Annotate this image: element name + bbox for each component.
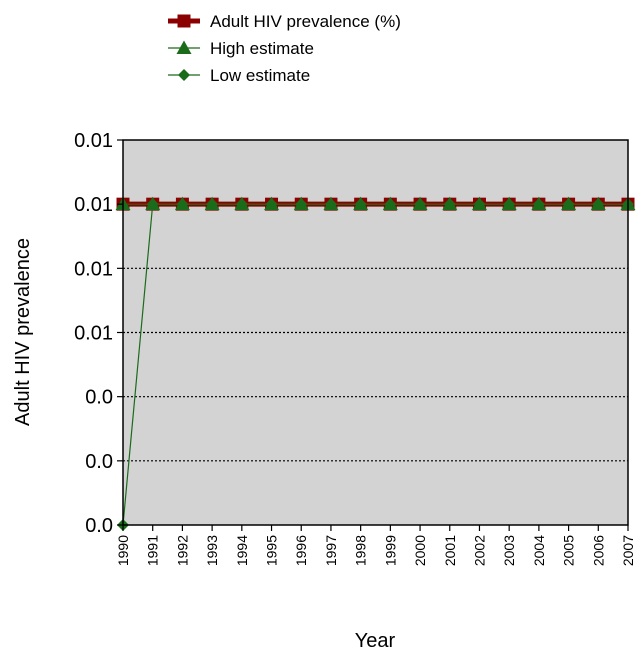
x-tick-label: 2006 [590, 535, 606, 566]
diamond-marker [414, 198, 427, 211]
x-axis: 1990 1991 1992 1993 1994 1995 1996 1997 1998 1999… [115, 525, 636, 566]
x-tick-label: 2007 [620, 535, 636, 566]
x-tick-label: 1999 [382, 535, 398, 566]
square-marker [177, 14, 191, 28]
x-axis-label: Year [355, 630, 396, 650]
diamond-marker [473, 198, 486, 211]
diamond-marker [443, 198, 456, 211]
y-axis-label: Adult HIV prevalence [12, 238, 34, 426]
x-tick-label: 1990 [115, 535, 131, 566]
triangle-marker [176, 40, 192, 54]
legend-label: Low estimate [210, 66, 310, 85]
diamond-marker [178, 69, 190, 81]
diamond-marker [265, 198, 278, 211]
y-tick-label: 0.01 [74, 130, 113, 152]
y-tick-label: 0.01 [74, 194, 113, 216]
x-tick-label: 1998 [353, 535, 369, 566]
diamond-marker [592, 198, 605, 211]
y-tick-label: 0.01 [74, 323, 113, 345]
x-tick-label: 2004 [531, 535, 547, 566]
x-tick-label: 1992 [174, 535, 190, 566]
diamond-marker [532, 198, 545, 211]
x-tick-label: 1995 [264, 535, 280, 566]
x-tick-label: 2005 [561, 535, 577, 566]
legend-item: Low estimate [168, 66, 310, 85]
diamond-marker [146, 198, 159, 211]
x-tick-label: 2002 [471, 535, 487, 566]
legend: Adult HIV prevalence (%) High estimate Low… [168, 12, 401, 85]
y-tick-label: 0.0 [85, 387, 113, 409]
x-tick-label: 2001 [442, 535, 458, 566]
legend-label: Adult HIV prevalence (%) [210, 12, 401, 31]
y-axis: 0.0 0.0 0.0 0.01 0.01 0.01 0.01 [74, 130, 123, 537]
y-tick-label: 0.01 [74, 258, 113, 280]
y-tick-label: 0.0 [85, 451, 113, 473]
x-tick-label: 1996 [293, 535, 309, 566]
x-tick-label: 2003 [501, 535, 517, 566]
legend-item: High estimate [168, 39, 314, 58]
legend-label: High estimate [210, 39, 314, 58]
diamond-marker [235, 198, 248, 211]
x-tick-label: 1997 [323, 535, 339, 566]
diamond-marker [354, 198, 367, 211]
x-tick-label: 2000 [412, 535, 428, 566]
diamond-marker [324, 198, 337, 211]
x-tick-label: 1991 [145, 535, 161, 566]
diamond-marker [503, 198, 516, 211]
diamond-marker [562, 198, 575, 211]
series-low-estimate [117, 198, 634, 531]
y-tick-label: 0.0 [85, 515, 113, 537]
diamond-marker [206, 198, 219, 211]
diamond-marker [384, 198, 397, 211]
diamond-marker [176, 198, 189, 211]
x-tick-label: 1994 [234, 535, 250, 566]
diamond-marker [295, 198, 308, 211]
x-tick-label: 1993 [204, 535, 220, 566]
legend-item: Adult HIV prevalence (%) [168, 12, 401, 31]
